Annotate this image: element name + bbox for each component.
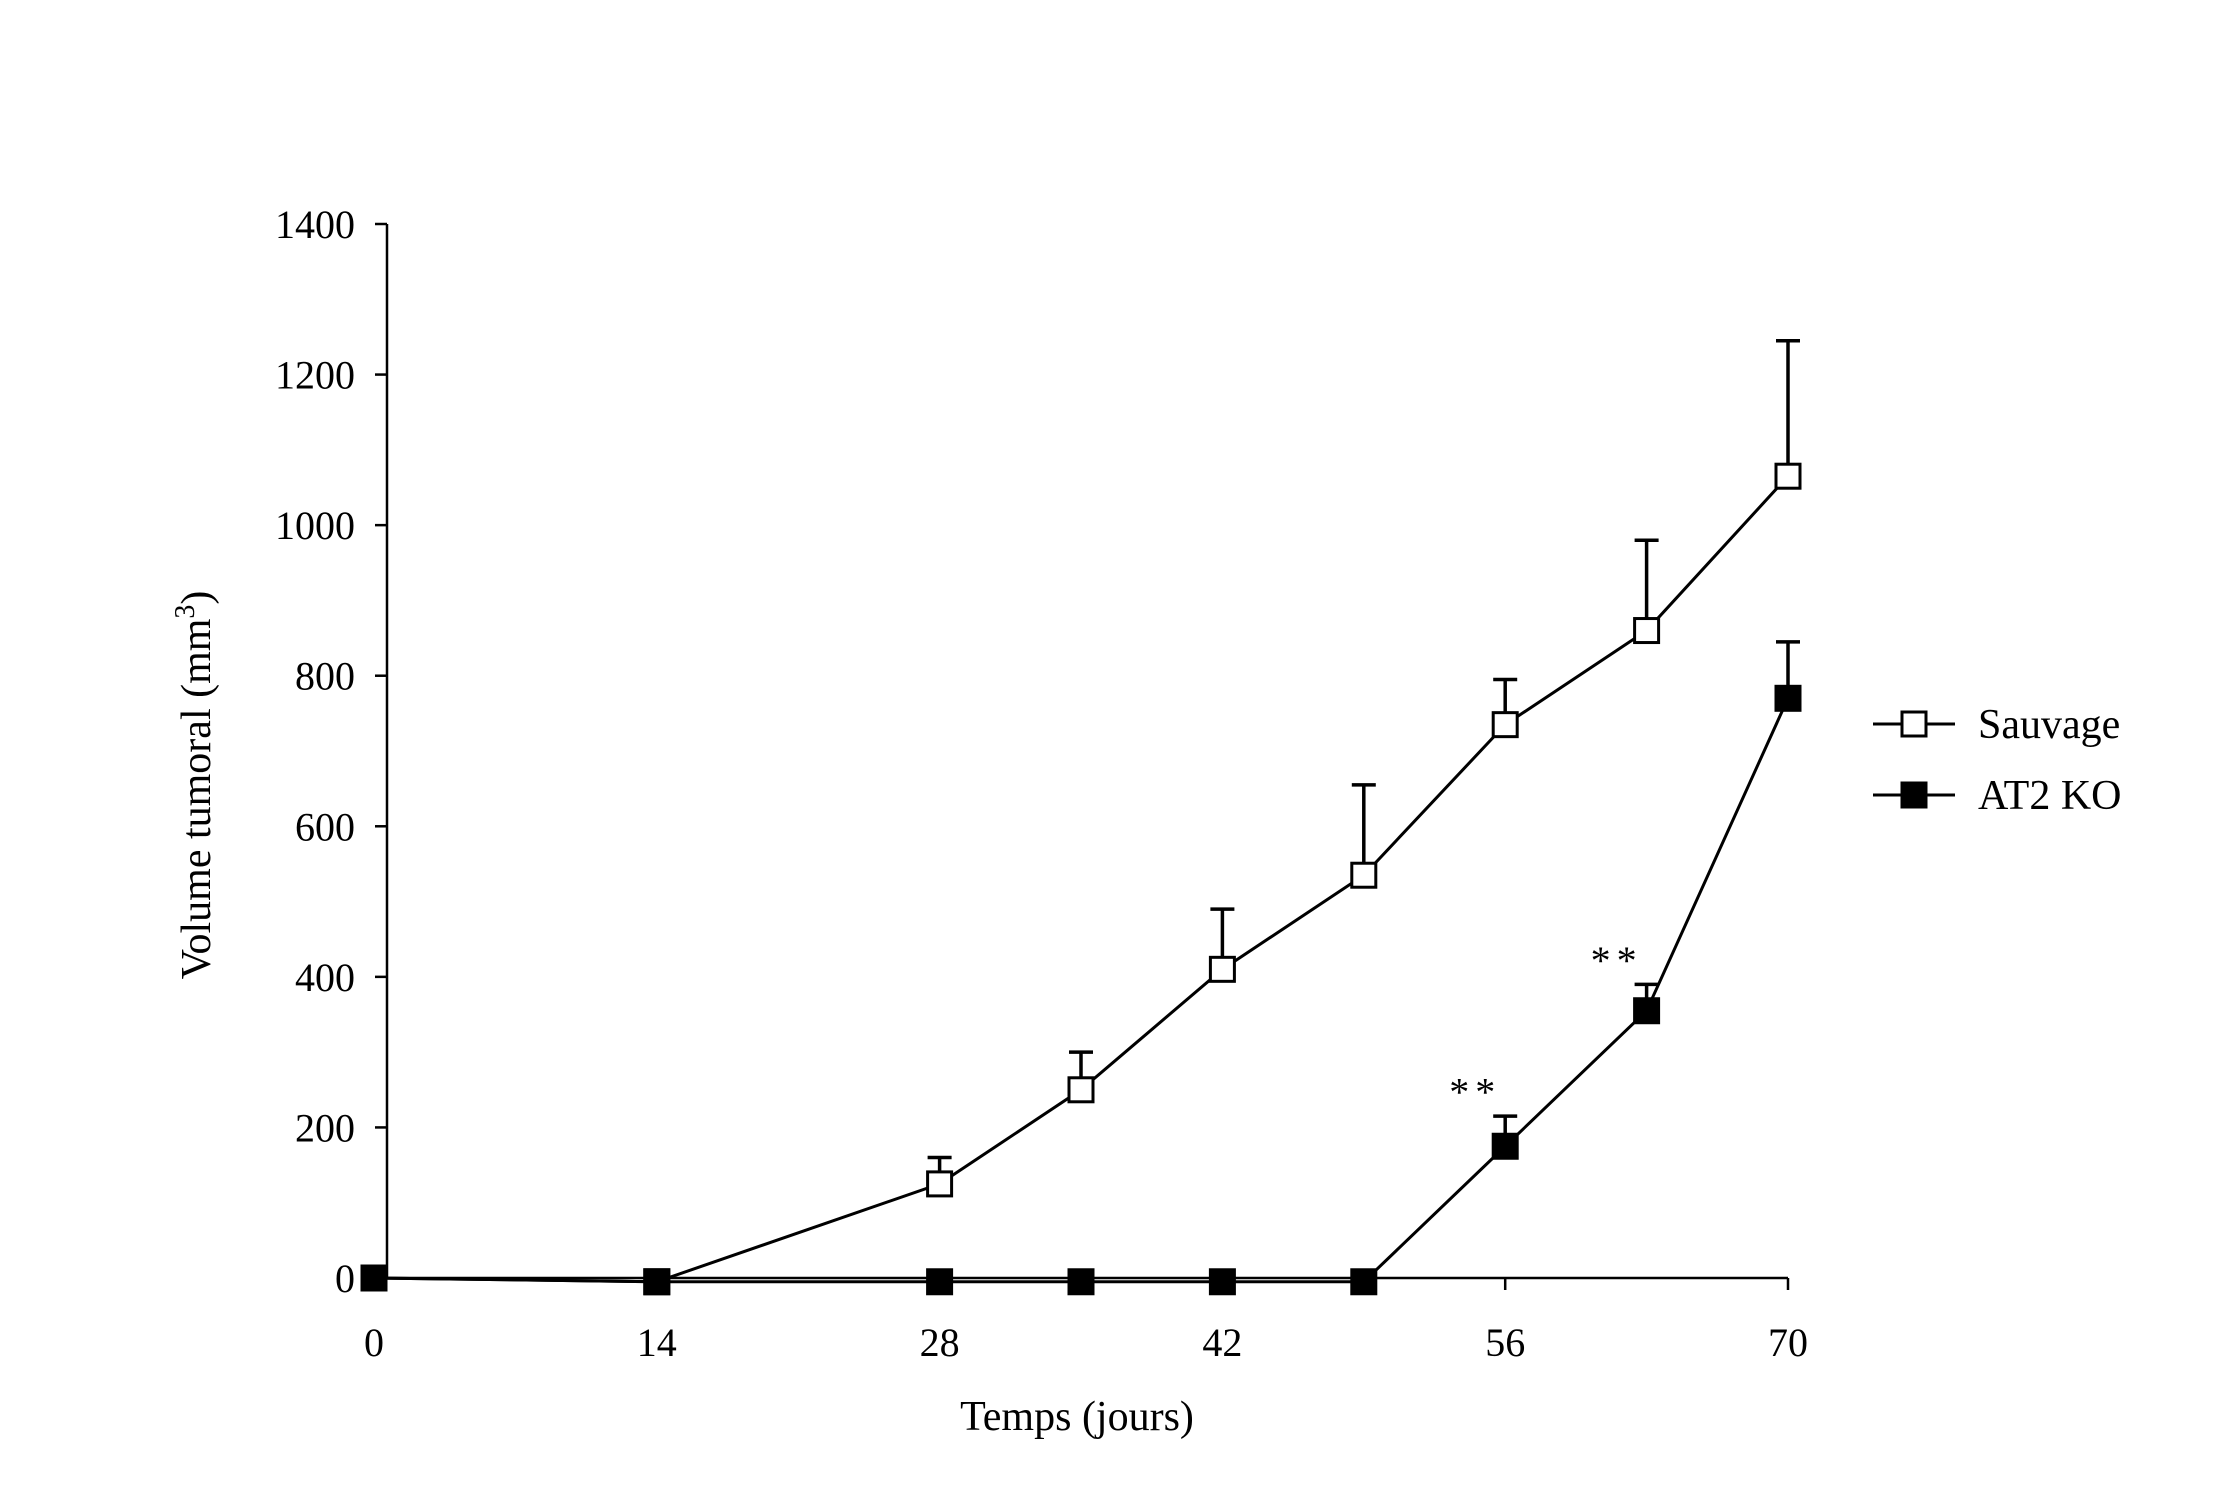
- series-line: [373, 475, 1790, 1284]
- significance-annotation: **: [1449, 1070, 1501, 1115]
- legend-marker: [1900, 781, 1928, 809]
- data-point: [926, 1170, 954, 1198]
- y-tick-label: 0: [335, 1256, 355, 1301]
- data-point: [1774, 684, 1802, 712]
- data-point: [360, 1264, 388, 1292]
- significance-annotation: **: [1591, 938, 1643, 983]
- series-line: [373, 697, 1790, 1284]
- legend-marker: [1900, 710, 1928, 738]
- data-point: [1067, 1076, 1095, 1104]
- data-point: [1208, 1268, 1236, 1296]
- legend-label: Sauvage: [1978, 702, 2120, 748]
- y-tick-label: 1400: [275, 202, 355, 247]
- legend-label: AT2 KO: [1978, 773, 2122, 819]
- x-tick-label: 42: [1202, 1320, 1242, 1365]
- series-layer: [360, 338, 1802, 1296]
- data-point: [1350, 861, 1378, 889]
- data-point: [1491, 711, 1519, 739]
- y-tick-label: 1000: [275, 503, 355, 548]
- y-tick-label: 1200: [275, 353, 355, 398]
- x-tick-label: 56: [1485, 1320, 1525, 1365]
- annotations: ** **: [1449, 938, 1643, 1115]
- data-point: [1774, 462, 1802, 490]
- x-tick-label: 28: [920, 1320, 960, 1365]
- y-tick-label: 400: [295, 955, 355, 1000]
- data-point: [643, 1268, 671, 1296]
- x-tick-label: 70: [1768, 1320, 1808, 1365]
- series-sauvage: [360, 338, 1802, 1296]
- legend: Sauvage AT2 KO: [1873, 702, 2122, 819]
- data-point: [1350, 1268, 1378, 1296]
- data-point: [1491, 1132, 1519, 1160]
- y-tick-label: 600: [295, 804, 355, 849]
- data-point: [1633, 617, 1661, 645]
- legend-entry: AT2 KO: [1873, 773, 2122, 819]
- y-tick-label: 200: [295, 1105, 355, 1150]
- axes: 0 200 400 600 800 1000 1200 1400 0 14 28 42 56 70: [275, 202, 1808, 1365]
- y-tick-label: 800: [295, 654, 355, 699]
- data-point: [1067, 1268, 1095, 1296]
- data-point: [1633, 997, 1661, 1025]
- series-at2-ko: [360, 640, 1802, 1296]
- x-axis-title: Temps (jours): [960, 1394, 1194, 1440]
- x-tick-label: 0: [364, 1320, 384, 1365]
- x-tick-label: 14: [637, 1320, 677, 1365]
- legend-entry: Sauvage: [1873, 702, 2120, 748]
- y-axis-title: Volume tumoral (mm3): [170, 591, 220, 980]
- data-point: [926, 1268, 954, 1296]
- data-point: [1208, 955, 1236, 983]
